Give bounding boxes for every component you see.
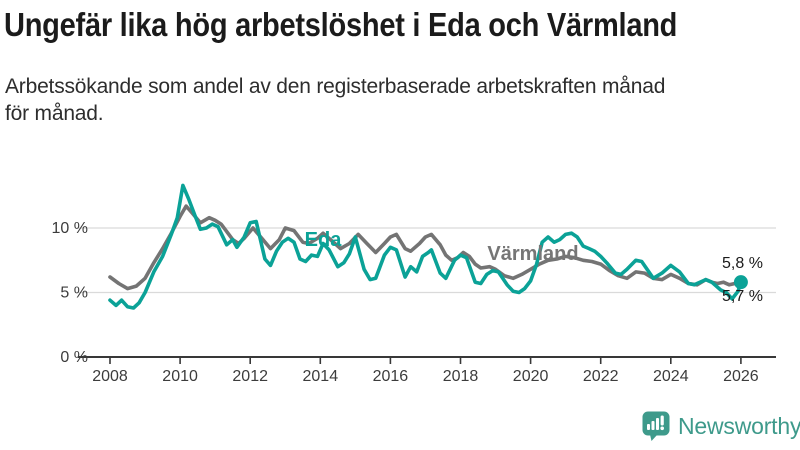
eda-end-dot xyxy=(733,275,748,290)
grid-layer: 0 % 5 % 10 % 2008 2010 2012 2014 2016 2018 2020 20… xyxy=(52,220,776,385)
varmland-end-value-label: 5,7 % xyxy=(722,288,763,305)
x-tick-label: 2012 xyxy=(232,368,268,385)
series-line-eda xyxy=(108,183,743,310)
x-tick-label: 2008 xyxy=(92,368,128,385)
x-tick-label: 2026 xyxy=(723,368,759,385)
x-tick-label: 2016 xyxy=(373,368,409,385)
x-tick-label: 2014 xyxy=(303,368,339,385)
chart-title: Ungefär lika hög arbetslöshet i Eda och … xyxy=(4,6,678,43)
brand-footer: Newsworthy xyxy=(642,411,800,442)
y-tick-label: 10 % xyxy=(52,220,88,237)
y-tick-label: 5 % xyxy=(60,285,88,302)
x-tick-label: 2018 xyxy=(443,368,479,385)
newsworthy-logo-icon xyxy=(642,411,670,441)
x-tick-label: 2022 xyxy=(583,368,619,385)
x-tick-label: 2010 xyxy=(162,368,198,385)
line-layer xyxy=(108,183,748,310)
series-label-eda: Eda xyxy=(305,229,343,251)
series-label-varmland: Värmland xyxy=(487,243,578,265)
x-tick-label: 2024 xyxy=(653,368,689,385)
chart-subtitle: Arbetssökande som andel av den registerb… xyxy=(5,75,666,125)
brand-name: Newsworthy xyxy=(678,413,800,439)
x-tick-label: 2020 xyxy=(513,368,549,385)
eda-end-value-label: 5,8 % xyxy=(722,255,763,272)
y-tick-label: 0 % xyxy=(60,349,88,366)
series-line-värmland xyxy=(108,204,743,291)
